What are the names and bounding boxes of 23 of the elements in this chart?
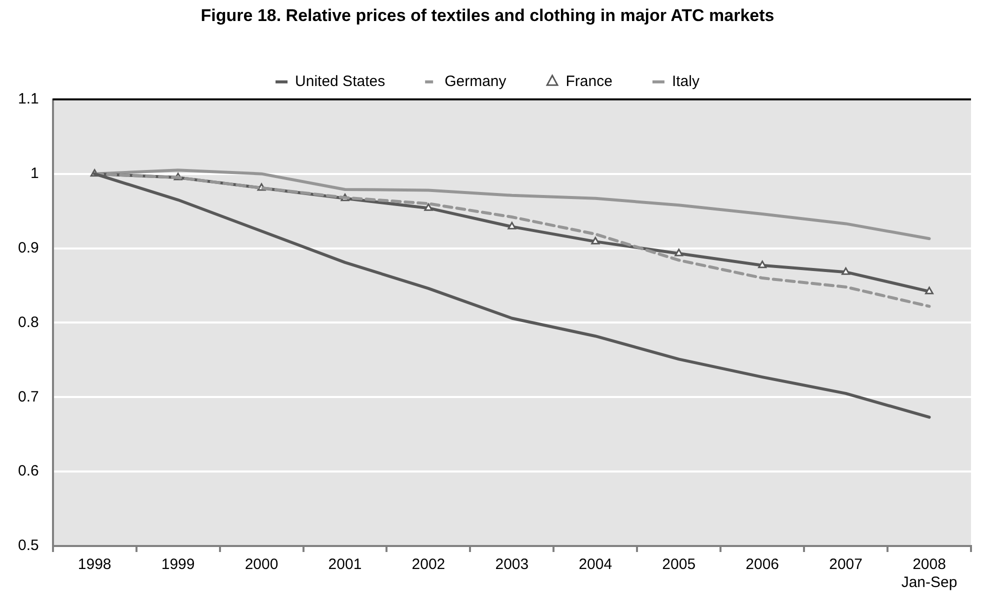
- x-tick-label: 2006: [746, 556, 780, 574]
- x-tick-label: 1999: [161, 556, 195, 574]
- chart-title: Figure 18. Relative prices of textiles and clothing in major ATC markets: [200, 6, 774, 25]
- x-tick-label: 2007: [829, 556, 862, 574]
- x-tick-label: 2003: [495, 556, 529, 574]
- y-tick-label: 0.5: [18, 537, 39, 554]
- y-tick-label: 0.8: [18, 314, 39, 331]
- legend-label: France: [566, 73, 612, 90]
- x-tick-label: 2001: [328, 556, 362, 574]
- y-tick-label: 0.7: [18, 388, 39, 406]
- x-tick-label: 2004: [578, 556, 612, 574]
- x-tick-label: 1998: [78, 556, 112, 574]
- x-tick-label: 2000: [244, 556, 278, 574]
- legend-label: Italy: [672, 73, 700, 90]
- y-tick-label: 0.6: [18, 462, 39, 480]
- legend-label: United States: [295, 73, 386, 90]
- x-tick-label: 2008 Jan-Sep: [901, 556, 958, 592]
- legend-label: Germany: [444, 73, 507, 90]
- x-tick-label: 2005: [662, 556, 696, 574]
- y-tick-label: 1.1: [18, 90, 39, 108]
- y-tick-label: 1: [30, 164, 39, 182]
- y-tick-label: 0.9: [18, 239, 39, 256]
- x-tick-label: 2002: [412, 556, 446, 574]
